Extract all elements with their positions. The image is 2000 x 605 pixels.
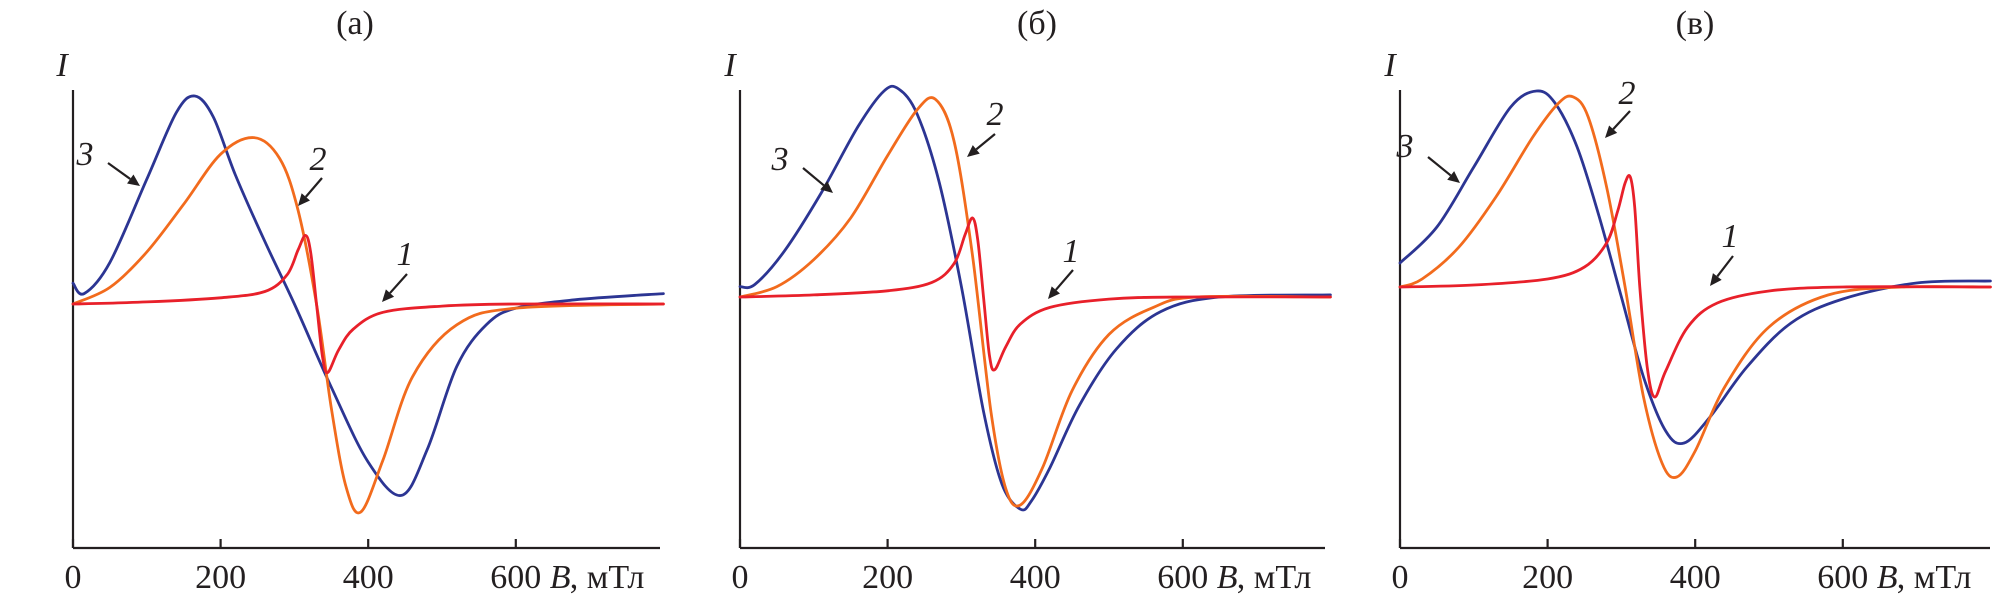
x-tick-label: 400 (1010, 559, 1061, 596)
series-3-arrow (1427, 156, 1460, 183)
x-tick-label: 600 (1817, 559, 1868, 596)
series-2-line (738, 96, 1332, 508)
x-axis-label-variable: B (1877, 559, 1898, 596)
x-tick-label: 200 (1522, 559, 1573, 596)
x-tick-label: 400 (1670, 559, 1721, 596)
series-2-line (71, 136, 665, 515)
curves (738, 84, 1332, 512)
series-2-arrow (1605, 110, 1631, 138)
series-3-arrow (802, 167, 833, 193)
x-tick-label: 400 (343, 559, 394, 596)
series-3-tag: 3 (1396, 128, 1414, 165)
x-axis-label-unit: , мТл (570, 559, 645, 596)
series-3-arrow (107, 162, 140, 186)
x-axis-label-variable: B (550, 559, 571, 596)
series-1-line (1398, 174, 1992, 399)
x-tick-label: 600 (1157, 559, 1208, 596)
curves (1398, 89, 1992, 479)
y-axis-label: I (1383, 47, 1397, 84)
series-2-arrow (967, 133, 996, 157)
series-2-tag: 2 (310, 141, 327, 178)
series-1-arrow (1710, 255, 1734, 286)
x-axis-label-unit: , мТл (1897, 559, 1972, 596)
series-1-arrow (382, 273, 408, 302)
series-3-line (1398, 89, 1992, 446)
series-1-tag: 1 (1063, 233, 1080, 270)
axes (738, 90, 1325, 550)
y-axis-label: I (55, 47, 69, 84)
x-tick-label: 600 (490, 559, 541, 596)
panel-a: (а) I 0 200 400 600 B, мТл 3 2 1 (55, 5, 665, 596)
axes (1398, 90, 1990, 550)
x-tick-label: 200 (862, 559, 913, 596)
series-1-line (71, 234, 665, 375)
series-1-tag: 1 (1722, 218, 1739, 255)
series-3-tag: 3 (771, 141, 789, 178)
curves (71, 94, 665, 515)
axes (71, 90, 660, 550)
panel-b: (б) I 0 200 400 600 B, мТл 3 2 1 (723, 5, 1332, 596)
series-2-tag: 2 (1619, 75, 1636, 112)
panel-v: (в) I 0 200 400 600 B, мТл 3 2 1 (1383, 5, 1992, 596)
x-tick-label: 200 (195, 559, 246, 596)
x-tick-label: 0 (732, 559, 749, 596)
panel-title: (в) (1676, 5, 1715, 42)
series-1-arrow (1048, 269, 1074, 299)
y-axis-label: I (723, 47, 737, 84)
x-axis-label-unit: , мТл (1237, 559, 1312, 596)
x-axis-label-variable: B (1217, 559, 1238, 596)
series-2-line (1398, 94, 1992, 479)
x-tick-label: 0 (65, 559, 82, 596)
panel-title: (а) (336, 5, 374, 42)
panel-title: (б) (1017, 5, 1057, 42)
series-3-line (71, 94, 665, 497)
series-1-line (738, 216, 1332, 372)
series-2-tag: 2 (987, 96, 1004, 133)
series-3-tag: 3 (76, 136, 94, 173)
x-tick-label: 0 (1392, 559, 1409, 596)
series-3-line (738, 84, 1332, 512)
series-1-tag: 1 (397, 236, 414, 273)
series-2-arrow (298, 177, 323, 206)
